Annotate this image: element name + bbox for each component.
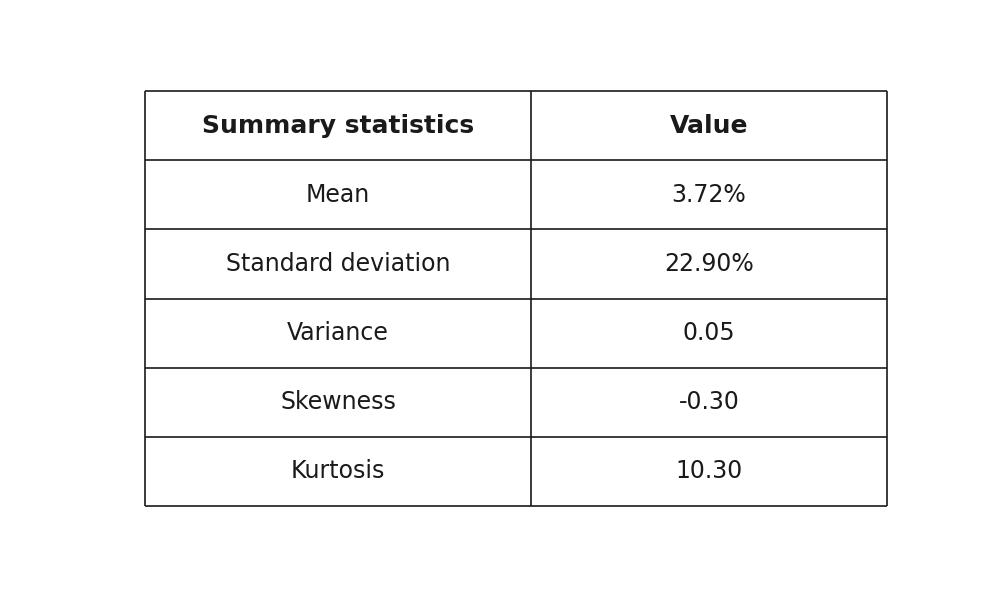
Text: Variance: Variance bbox=[287, 321, 389, 345]
Text: -0.30: -0.30 bbox=[679, 391, 739, 414]
Text: Value: Value bbox=[670, 114, 748, 138]
Text: Mean: Mean bbox=[306, 183, 371, 207]
Text: Skewness: Skewness bbox=[280, 391, 396, 414]
Text: Kurtosis: Kurtosis bbox=[291, 459, 386, 484]
Text: 22.90%: 22.90% bbox=[664, 252, 753, 276]
Text: 3.72%: 3.72% bbox=[672, 183, 746, 207]
Text: 10.30: 10.30 bbox=[676, 459, 742, 484]
Text: Summary statistics: Summary statistics bbox=[202, 114, 474, 138]
Text: Standard deviation: Standard deviation bbox=[226, 252, 450, 276]
Text: 0.05: 0.05 bbox=[683, 321, 735, 345]
